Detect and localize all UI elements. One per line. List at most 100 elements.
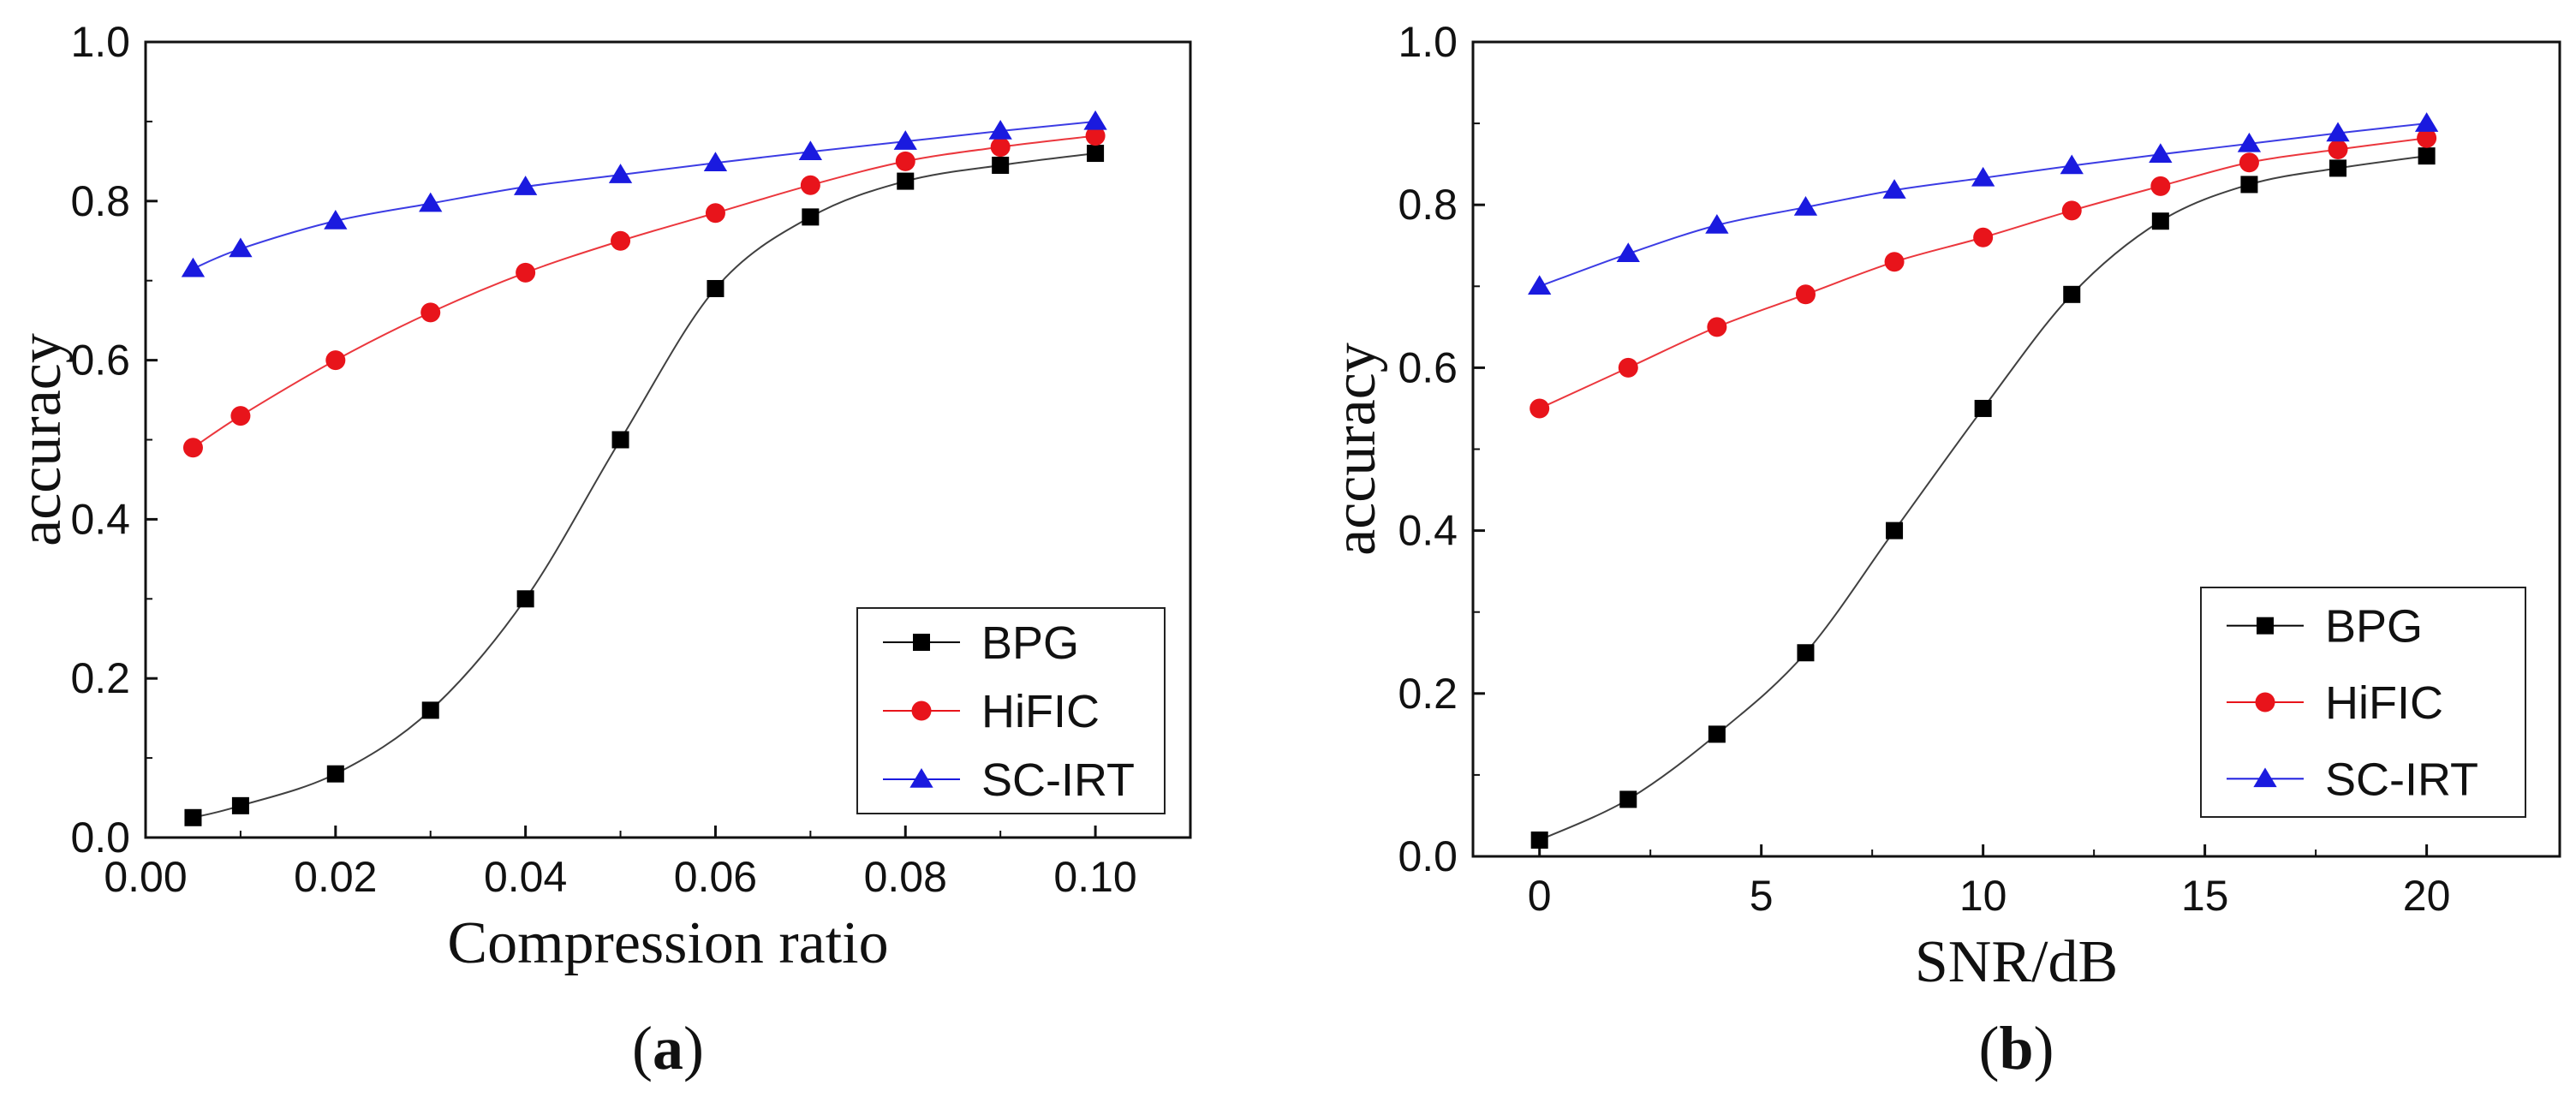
data-point <box>1795 284 1816 305</box>
legend-marker <box>913 634 930 651</box>
x-tick-label: 0.04 <box>484 853 567 901</box>
x-axis-title: Compression ratio <box>447 910 888 976</box>
panel-label: (a) <box>632 1014 704 1082</box>
x-tick-label: 0.02 <box>294 853 377 901</box>
x-tick-label: 0.06 <box>674 853 757 901</box>
data-point <box>1530 831 1548 849</box>
data-point <box>798 140 823 160</box>
data-point <box>1085 126 1106 146</box>
y-tick-label: 1.0 <box>1398 18 1458 66</box>
data-point <box>184 808 202 826</box>
data-point <box>421 701 439 719</box>
data-point <box>1886 522 1904 540</box>
y-axis-title: accuracy <box>1322 343 1388 556</box>
data-point <box>1973 227 1994 247</box>
y-axis-title: accuracy <box>8 333 74 546</box>
data-point <box>992 156 1010 174</box>
x-tick-label: 5 <box>1750 872 1774 920</box>
y-tick-label: 1.0 <box>70 18 130 66</box>
y-tick-label: 0.2 <box>1398 670 1458 718</box>
chart-panel-a: 0.0 0.2 0.4 0.6 0.8 1.0 0.00 0.02 0.04 0.06 0.08 0.… <box>8 18 1192 1082</box>
data-point <box>1882 179 1906 199</box>
y-tick-label: 0.8 <box>1398 181 1458 229</box>
data-point <box>513 176 538 195</box>
data-point <box>1708 725 1726 743</box>
legend: BPG HiFIC SC-IRT <box>856 607 1166 814</box>
legend-marker <box>2255 692 2275 712</box>
data-point <box>1797 644 1815 662</box>
data-point <box>2326 122 2350 142</box>
data-point <box>230 406 251 426</box>
y-tick-label: 0.2 <box>70 654 130 702</box>
legend-marker <box>911 701 932 721</box>
legend-marker <box>909 768 933 788</box>
data-point <box>1793 196 1818 216</box>
y-tick-label: 0.6 <box>1398 343 1458 391</box>
x-tick-label: 10 <box>1959 872 2007 920</box>
series-line <box>1539 122 2427 288</box>
data-point <box>703 152 728 171</box>
data-point <box>2060 154 2084 175</box>
data-point <box>2240 176 2258 194</box>
data-point <box>229 237 253 258</box>
data-point <box>895 151 915 171</box>
data-point <box>325 350 346 371</box>
data-point <box>1528 275 1552 295</box>
data-point <box>611 431 629 449</box>
y-tick-label: 0.0 <box>1398 832 1458 880</box>
data-point <box>419 192 443 212</box>
data-point <box>1083 110 1107 130</box>
data-point <box>420 302 441 323</box>
y-tick-label: 0.6 <box>70 337 130 385</box>
legend-label: BPG <box>981 617 1079 669</box>
data-point <box>800 175 820 195</box>
series-line <box>193 120 1096 270</box>
legend-label: SC-IRT <box>2325 754 2478 805</box>
x-tick-label: 20 <box>2403 872 2451 920</box>
data-point <box>988 120 1012 140</box>
x-tick-label: 0 <box>1528 872 1552 920</box>
legend-label: BPG <box>2325 601 2423 653</box>
legend-label: HiFIC <box>981 686 1100 737</box>
y-tick-label: 0.4 <box>1398 507 1458 555</box>
data-point <box>611 230 631 251</box>
legend: BPG HiFIC SC-IRT <box>2200 587 2526 818</box>
data-point <box>608 164 633 183</box>
data-point <box>324 210 348 230</box>
data-point <box>1974 399 1992 417</box>
data-point <box>1971 166 1995 187</box>
series-sc-irt <box>1528 112 2439 295</box>
legend-marker <box>2253 767 2277 788</box>
data-point <box>2417 128 2437 148</box>
legend-label: SC-IRT <box>981 754 1135 806</box>
x-tick-label: 0.10 <box>1053 853 1136 901</box>
legend-marker <box>2257 617 2274 635</box>
y-tick-label: 0.0 <box>70 814 130 862</box>
data-point <box>2329 159 2347 177</box>
data-point <box>1618 357 1638 378</box>
data-point <box>1530 398 1550 419</box>
series-bpg <box>1530 147 2436 849</box>
data-point <box>705 203 725 224</box>
y-tick-label: 0.4 <box>70 495 130 543</box>
data-point <box>182 438 203 458</box>
data-point <box>326 765 344 783</box>
data-point <box>897 172 915 190</box>
data-point <box>2239 152 2259 173</box>
data-point <box>2151 212 2169 230</box>
x-tick-label: 0.00 <box>104 853 187 901</box>
data-point <box>1705 213 1729 234</box>
data-point <box>2150 176 2171 196</box>
data-point <box>802 208 820 226</box>
data-point <box>1884 252 1905 272</box>
data-point <box>2237 132 2262 152</box>
data-point <box>2063 285 2081 303</box>
data-point <box>893 130 917 150</box>
series-hific <box>1530 128 2437 419</box>
data-point <box>2328 140 2348 160</box>
data-point <box>231 796 249 814</box>
data-point <box>1087 145 1105 163</box>
data-point <box>1619 790 1637 808</box>
data-point <box>2418 147 2436 165</box>
